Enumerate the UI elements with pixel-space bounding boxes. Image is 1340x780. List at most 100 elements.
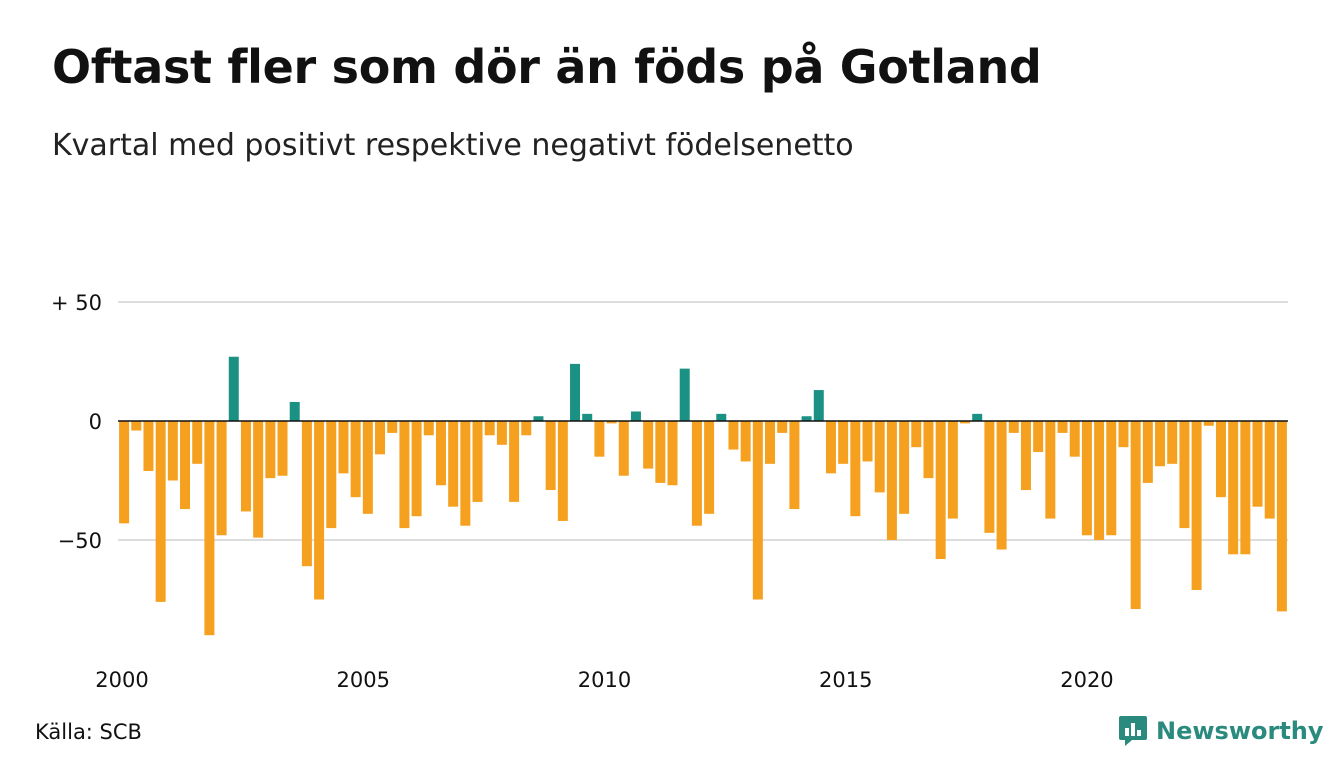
chart-title: Oftast fler som dör än föds på Gotland	[52, 40, 1042, 94]
bar-2009-07	[582, 413, 593, 421]
bar-2013-01	[752, 421, 763, 600]
bar-2015-10	[886, 421, 897, 540]
bar-2015-07	[874, 421, 885, 493]
bar-2006-04	[423, 421, 434, 436]
bar-2022-01	[1191, 421, 1202, 590]
bar-2010-07	[630, 411, 641, 421]
bar-2010-10	[643, 421, 654, 469]
bar-2005-07	[387, 421, 398, 433]
bar-2021-04	[1155, 421, 1166, 467]
bar-2022-04	[1203, 421, 1214, 426]
bar-2001-07	[192, 421, 203, 464]
bar-2016-07	[923, 421, 934, 479]
bar-2017-01	[947, 421, 958, 519]
bar-2018-01	[996, 421, 1007, 550]
x-axis-ticks: 2000 2005 2010 2015 2020	[95, 668, 1113, 692]
bar-2021-01	[1142, 421, 1153, 483]
bar-2013-04	[765, 421, 776, 464]
bar-2023-01	[1240, 421, 1251, 555]
x-tick-label: 2015	[819, 668, 872, 692]
bar-2008-10	[545, 421, 556, 491]
x-tick-label: 2020	[1060, 668, 1113, 692]
x-tick-label: 2005	[337, 668, 390, 692]
bar-2021-10	[1179, 421, 1190, 529]
bar-2002-10	[253, 421, 264, 538]
bar-2003-07	[289, 401, 300, 421]
bar-2001-04	[180, 421, 191, 510]
bar-2005-10	[399, 421, 410, 529]
bar-2001-10	[204, 421, 215, 636]
bar-2004-04	[326, 421, 337, 529]
bar-2003-04	[277, 421, 288, 476]
bar-2002-07	[240, 421, 251, 512]
bar-2015-01	[850, 421, 861, 517]
bar-2007-01	[460, 421, 471, 526]
bar-2021-07	[1167, 421, 1178, 464]
bar-2010-01	[606, 421, 617, 424]
y-tick-label: −50	[58, 529, 102, 553]
chart-subtitle: Kvartal med positivt respektive negativt…	[52, 128, 854, 163]
bar-2008-07	[533, 416, 544, 421]
bars	[119, 356, 1287, 636]
bar-2019-10	[1081, 421, 1092, 536]
newsworthy-chart-icon	[1119, 716, 1147, 746]
bar-2018-04	[1008, 421, 1019, 433]
source-note: Källa: SCB	[35, 720, 142, 744]
bar-2022-07	[1215, 421, 1226, 498]
bar-2000-10	[155, 421, 166, 602]
bar-2020-01	[1094, 421, 1105, 540]
bar-2017-10	[984, 421, 995, 533]
newsworthy-logo: Newsworthy	[1118, 714, 1324, 748]
bar-chart: + 50 0 −50 2000 2005 2010 2015 2020	[51, 291, 1288, 692]
bar-2017-07	[972, 413, 983, 421]
bar-2008-04	[521, 421, 532, 436]
bar-2007-07	[484, 421, 495, 436]
bar-2003-01	[265, 421, 276, 479]
bar-2014-01	[801, 416, 812, 421]
bar-2012-10	[740, 421, 751, 462]
bar-2016-10	[935, 421, 946, 560]
bar-2006-10	[448, 421, 459, 507]
bar-2013-07	[777, 421, 788, 433]
bar-2013-10	[789, 421, 800, 510]
bar-2018-10	[1033, 421, 1044, 452]
bar-2000-01	[119, 421, 130, 524]
bar-2011-04	[667, 421, 678, 486]
bar-2003-10	[301, 421, 312, 567]
bar-2012-04	[716, 413, 727, 421]
bar-2009-10	[594, 421, 605, 457]
bar-2023-07	[1264, 421, 1275, 519]
y-axis-ticks: + 50 0 −50	[51, 291, 102, 553]
bar-2006-01	[411, 421, 422, 517]
bar-2020-04	[1106, 421, 1117, 536]
x-tick-label: 2000	[95, 668, 148, 692]
bar-2005-01	[362, 421, 373, 514]
bar-2016-04	[911, 421, 922, 448]
y-tick-label: 0	[89, 410, 102, 434]
logo-text: Newsworthy	[1156, 717, 1324, 745]
bar-2000-04	[131, 421, 142, 431]
bar-2019-07	[1069, 421, 1080, 457]
x-tick-label: 2010	[578, 668, 631, 692]
bar-2015-04	[862, 421, 873, 462]
bar-2007-04	[472, 421, 483, 502]
bar-2005-04	[375, 421, 386, 455]
bar-2002-01	[216, 421, 227, 536]
bar-2020-10	[1130, 421, 1141, 610]
bar-2017-04	[960, 421, 971, 424]
bar-2000-07	[143, 421, 154, 471]
bar-2011-10	[691, 421, 702, 526]
bar-2018-07	[1020, 421, 1031, 491]
bar-2023-04	[1252, 421, 1263, 507]
bar-2022-10	[1228, 421, 1239, 555]
bar-2004-07	[338, 421, 349, 474]
bar-2019-04	[1057, 421, 1068, 433]
bar-2014-07	[825, 421, 836, 474]
bar-2007-10	[496, 421, 507, 445]
bar-2010-04	[618, 421, 629, 476]
bar-2009-04	[570, 363, 581, 421]
bar-2023-10	[1276, 421, 1287, 612]
bar-2020-07	[1118, 421, 1129, 448]
bar-2004-10	[350, 421, 361, 498]
grid-lines	[118, 301, 1288, 541]
